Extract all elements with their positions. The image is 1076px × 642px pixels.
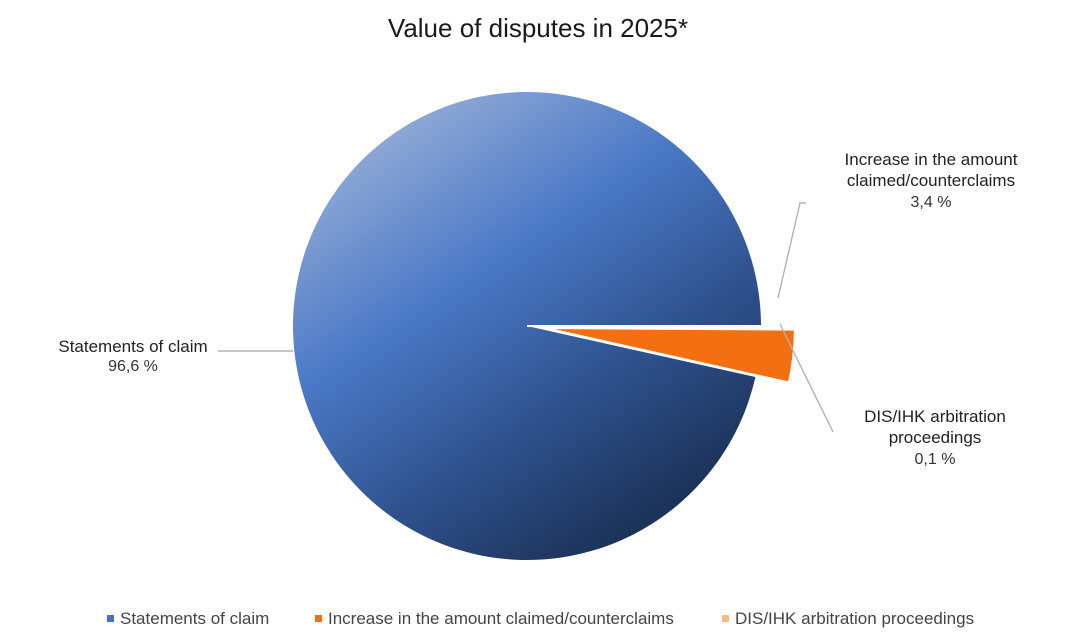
slice-label-text: claimed/counterclaims: [847, 171, 1015, 190]
slice-label-statements-of-claim: Statements of claim 96,6 %: [58, 337, 207, 375]
chart-title: Value of disputes in 2025*: [388, 13, 688, 43]
slice-label-text: Statements of claim: [58, 337, 207, 356]
pie-slices: [293, 91, 796, 560]
slice-increase-in-the-amount-claimed-counterclaims: [544, 327, 796, 384]
legend-label: DIS/IHK arbitration proceedings: [735, 609, 974, 628]
slice-label-text: Increase in the amount: [845, 150, 1018, 169]
legend-label: Increase in the amount claimed/countercl…: [328, 609, 674, 628]
legend: Statements of claim Increase in the amoun…: [107, 609, 974, 628]
legend-swatch: [722, 615, 729, 622]
slice-label-increase-in-the-amount-claimed-counterclaims: Increase in the amount claimed/countercla…: [845, 150, 1018, 211]
leader-lines: [218, 202, 834, 433]
leader-line-dis-ihk-arbitration-proceedings: [779, 323, 834, 433]
leader-line-increase-in-the-amount-claimed-counterclaims: [777, 202, 806, 299]
slice-labels: Statements of claim 96,6 % Increase in the…: [58, 150, 1017, 468]
slice-value-label: 3,4 %: [911, 194, 952, 211]
slice-dis-ihk-arbitration-proceedings: [526, 325, 763, 329]
legend-item-increase-in-the-amount-claimed-counterclaims: Increase in the amount claimed/countercl…: [315, 609, 674, 628]
slice-value-label: 96,6 %: [108, 358, 158, 375]
legend-swatch: [315, 615, 322, 622]
slice-value-label: 0,1 %: [915, 451, 956, 468]
slice-label-dis-ihk-arbitration-proceedings: DIS/IHK arbitration proceedings 0,1 %: [864, 407, 1006, 468]
legend-item-dis-ihk-arbitration-proceedings: DIS/IHK arbitration proceedings: [722, 609, 974, 628]
legend-item-statements-of-claim: Statements of claim: [107, 609, 269, 628]
slice-label-text: DIS/IHK arbitration: [864, 407, 1006, 426]
legend-swatch: [107, 615, 114, 622]
legend-label: Statements of claim: [120, 609, 269, 628]
slice-label-text: proceedings: [889, 428, 982, 447]
